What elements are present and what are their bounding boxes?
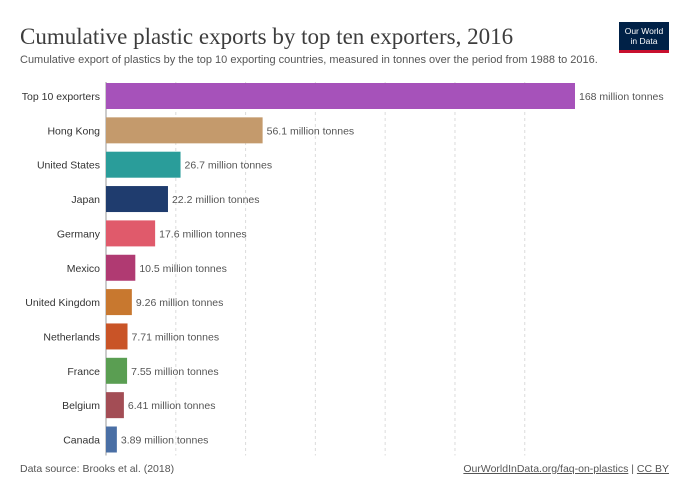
- category-label: United States: [37, 160, 100, 172]
- value-label: 6.41 million tonnes: [128, 400, 216, 412]
- bar: [106, 151, 181, 178]
- value-label: 7.55 million tonnes: [131, 366, 219, 378]
- footer-links: OurWorldInData.org/faq-on-plastics | CC …: [463, 463, 669, 475]
- logo-line-2: in Data: [630, 36, 658, 46]
- bar: [106, 220, 156, 247]
- value-label: 22.2 million tonnes: [172, 194, 260, 206]
- chart-title: Cumulative plastic exports by top ten ex…: [20, 24, 514, 49]
- license-link[interactable]: CC BY: [636, 463, 669, 475]
- value-label: 3.89 million tonnes: [121, 435, 209, 447]
- value-label: 56.1 million tonnes: [267, 125, 355, 137]
- value-label: 9.26 million tonnes: [136, 297, 224, 309]
- category-label: Top 10 exporters: [22, 91, 100, 103]
- category-label: Netherlands: [43, 331, 100, 343]
- category-label: France: [67, 366, 100, 378]
- bar: [106, 289, 132, 316]
- value-label: 7.71 million tonnes: [132, 331, 220, 343]
- owid-logo[interactable]: Our World in Data: [619, 22, 669, 53]
- bar: [106, 83, 575, 109]
- bar: [106, 426, 117, 453]
- bar: [106, 392, 124, 419]
- category-label: Germany: [57, 228, 101, 240]
- bar: [106, 357, 128, 384]
- category-label: Japan: [71, 194, 100, 206]
- value-label: 168 million tonnes: [579, 91, 664, 103]
- bar: [106, 117, 263, 144]
- value-label: 10.5 million tonnes: [139, 263, 227, 275]
- bar: [106, 323, 128, 350]
- bar: [106, 186, 168, 213]
- faq-link[interactable]: OurWorldInData.org/faq-on-plastics: [463, 463, 629, 475]
- category-label: Mexico: [67, 263, 100, 275]
- category-label: United Kingdom: [25, 297, 100, 309]
- footer-separator: |: [631, 463, 634, 475]
- value-label: 26.7 million tonnes: [185, 160, 273, 172]
- category-label: Belgium: [62, 400, 100, 412]
- category-label: Canada: [63, 435, 100, 447]
- value-label: 17.6 million tonnes: [159, 228, 247, 240]
- data-source: Data source: Brooks et al. (2018): [20, 463, 175, 475]
- logo-line-1: Our World: [624, 26, 664, 36]
- category-label: Hong Kong: [47, 125, 100, 137]
- bar: [106, 254, 136, 281]
- chart-subtitle: Cumulative export of plastics by the top…: [20, 54, 598, 66]
